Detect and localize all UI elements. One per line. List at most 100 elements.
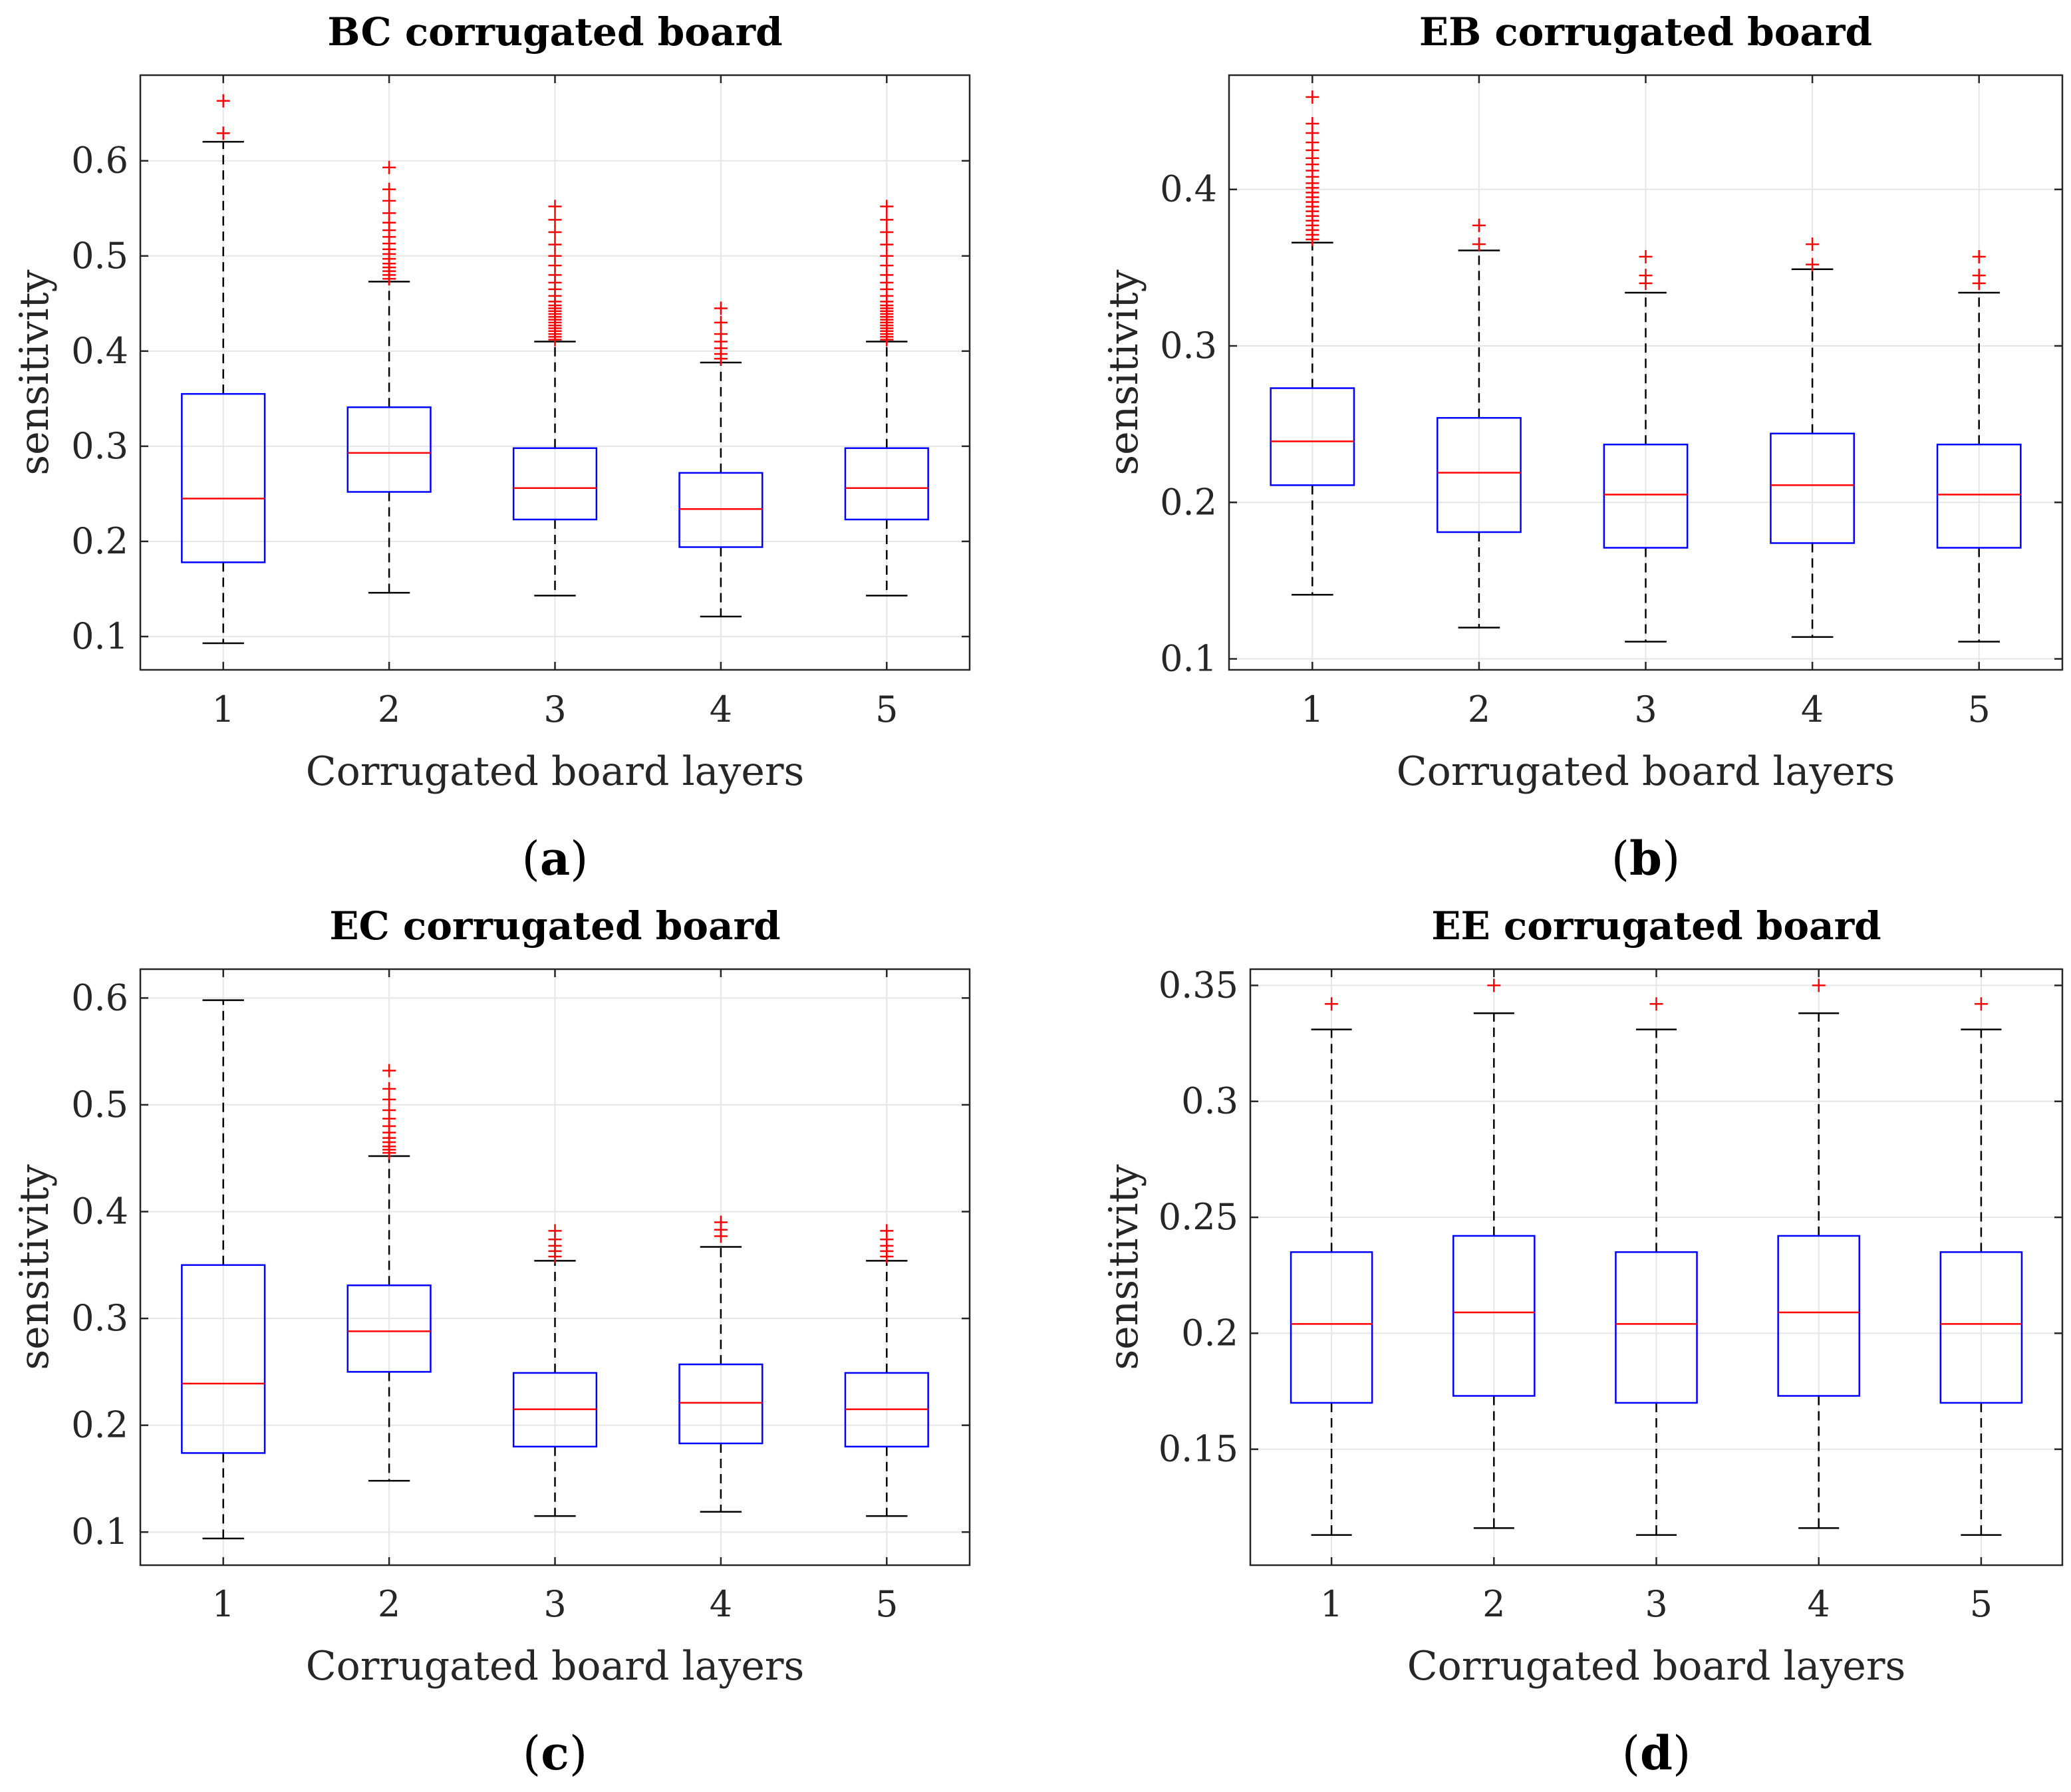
box-layer-1 [1270,90,1355,596]
xtick-label: 4 [710,1583,732,1625]
iqr-box [1270,387,1355,486]
iqr-box [1452,1235,1536,1397]
ytick-label: 0.25 [1159,1196,1238,1238]
iqr-box [1939,1251,2023,1404]
box-layer-3 [1603,249,1689,643]
chart-panel-b: 0.1 0.2 0.3 0.4 1 2 3 4 5 EB corrugated board Corr… [1101,9,2064,886]
outlier-marker [1639,249,1653,263]
outlier-marker [1974,997,1988,1011]
iqr-box [181,1264,266,1454]
ytick-label: 0.3 [71,425,128,467]
ytick-label: 0.4 [1160,168,1217,210]
outlier-marker [714,1215,728,1229]
box-layer-1 [1290,997,1373,1536]
outlier-marker [1806,257,1820,271]
ytick-label: 0.2 [71,520,128,562]
xtick-label: 1 [212,688,235,730]
outlier-marker [880,1224,894,1238]
ytick-label: 0.5 [71,235,128,277]
xtick-label: 3 [1645,1583,1667,1625]
panel-label: (d) [1622,1725,1691,1781]
xtick-label: 5 [1970,1583,1993,1625]
outlier-marker [548,237,562,251]
outlier-marker [1972,269,1986,283]
panel-label-close: ) [1662,831,1680,886]
xtick-label: 5 [875,1583,898,1625]
outlier-marker [548,213,562,227]
chart-title: EB corrugated board [1419,9,1872,55]
panel-label: (b) [1611,831,1681,886]
box-layer-4 [1770,237,1855,638]
box-layer-3 [512,200,598,597]
iqr-box [181,392,266,563]
box-layer-5 [1939,997,2023,1536]
outlier-marker [880,213,894,227]
iqr-box [678,1363,763,1445]
box-layer-1 [181,94,266,645]
outlier-marker [1812,978,1826,992]
chart-panel-c: 0.1 0.2 0.3 0.4 0.5 0.6 1 2 3 4 5 EC corrugated boa… [11,903,971,1781]
ytick-label: 0.2 [1160,481,1217,523]
x-axis-label: Corrugated board layers [1397,748,1895,795]
iqr-box [1603,443,1689,549]
box-layer-2 [346,160,432,594]
outlier-marker [1472,237,1486,251]
outlier-marker [1639,269,1653,283]
outlier-marker [880,249,894,263]
panel-label-letter: a [540,831,570,886]
y-axis-label: sensitivity [1101,1164,1147,1370]
xtick-label: 3 [543,1583,566,1625]
panel-label-close: ) [569,1726,587,1781]
box-layer-5 [1936,249,2022,643]
x-axis-label: Corrugated board layers [1407,1643,1906,1690]
iqr-box [1437,416,1522,533]
xtick-label: 1 [1320,1583,1343,1625]
ytick-label: 0.2 [71,1404,128,1446]
xtick-label: 4 [1808,1583,1830,1625]
outlier-marker [382,1064,396,1078]
outlier-marker [216,126,230,140]
outlier-marker [1306,116,1319,130]
x-axis-label: Corrugated board layers [306,1643,805,1690]
box-layer-3 [1615,997,1698,1536]
xtick-label: 4 [1801,688,1824,730]
xtick-label: 5 [875,688,898,730]
outlier-marker [714,315,728,329]
chart-title: EC corrugated board [329,903,780,949]
iqr-box [1777,1235,1860,1397]
x-axis-label: Corrugated board layers [306,748,805,795]
ytick-label: 0.3 [1160,325,1217,367]
xtick-label: 2 [378,688,400,730]
box-layer-2 [1452,978,1536,1529]
iqr-box [844,447,929,521]
panel-label: (c) [523,1725,587,1781]
iqr-box [346,1284,432,1373]
iqr-box [1936,443,2022,549]
box-layer-4 [678,1215,763,1513]
box-layer-5 [844,200,929,597]
outlier-marker [548,1224,562,1238]
panel-label-close: ) [1673,1726,1691,1781]
xtick-label: 3 [1634,688,1657,730]
iqr-box [512,447,598,521]
panel-label-letter: d [1640,1725,1673,1781]
ytick-label: 0.6 [71,976,128,1018]
outlier-marker [548,200,562,214]
outlier-marker [1472,218,1486,232]
ytick-label: 0.2 [1181,1312,1238,1354]
ytick-label: 0.5 [71,1084,128,1125]
chart-title: BC corrugated board [327,9,782,55]
box-layer-2 [346,1064,432,1482]
xtick-label: 2 [1468,688,1490,730]
panel-label-open: ( [1622,1726,1640,1781]
ytick-label: 0.3 [1181,1080,1238,1122]
iqr-box [1770,432,1855,544]
outlier-marker [1306,90,1319,104]
panel-label: (a) [522,831,589,886]
chart-title: EE corrugated board [1431,903,1881,949]
outlier-marker [382,206,396,220]
box-layer-5 [844,1224,929,1517]
panel-label-open: ( [1611,831,1629,886]
iqr-box [1615,1251,1698,1404]
